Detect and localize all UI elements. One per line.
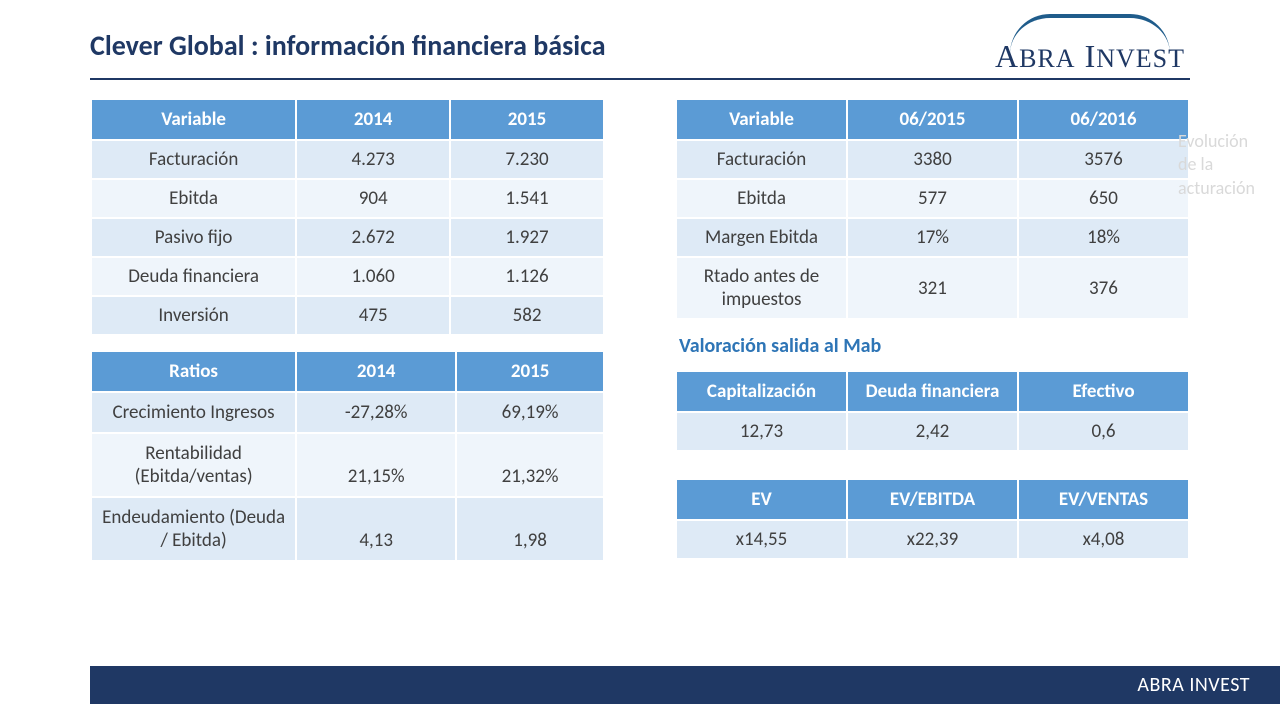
table-variables: Variable 2014 2015 Facturación 4.273 7.2… — [90, 98, 605, 336]
table-row: Inversión 475 582 — [91, 296, 604, 335]
table-row: Rentabilidad (Ebitda/ventas) 21,15% 21,3… — [91, 433, 604, 497]
th-2014: 2014 — [296, 351, 456, 392]
table-halfyear: Variable 06/2015 06/2016 Facturación 338… — [675, 98, 1190, 320]
th-variable: Variable — [676, 99, 847, 140]
page-title: Clever Global : información financiera b… — [90, 28, 606, 63]
table-row: x14,55 x22,39 x4,08 — [676, 520, 1189, 559]
table-row: 12,73 2,42 0,6 — [676, 412, 1189, 451]
table-row: Crecimiento Ingresos -27,28% 69,19% — [91, 392, 604, 433]
th-2015: 2015 — [450, 99, 604, 140]
table-row: Facturación 4.273 7.230 — [91, 140, 604, 179]
table-row: Pasivo fijo 2.672 1.927 — [91, 218, 604, 257]
table-row: Deuda financiera 1.060 1.126 — [91, 257, 604, 296]
th-2014: 2014 — [296, 99, 450, 140]
table-row: Rtado antes de impuestos 321 376 — [676, 257, 1189, 319]
th-ev: EV — [676, 479, 847, 520]
th-efectivo: Efectivo — [1018, 371, 1189, 412]
th-ev-ventas: EV/VENTAS — [1018, 479, 1189, 520]
table-ev: EV EV/EBITDA EV/VENTAS x14,55 x22,39 x4,… — [675, 478, 1190, 560]
th-2015: 2015 — [456, 351, 604, 392]
logo-text: ABRA INVEST — [990, 38, 1190, 75]
table-row: Margen Ebitda 17% 18% — [676, 218, 1189, 257]
th-062015: 06/2015 — [847, 99, 1018, 140]
footer-brand: ABRA INVEST — [1137, 673, 1250, 697]
ghost-watermark: Evolución de la acturación — [1178, 130, 1268, 200]
th-062016: 06/2016 — [1018, 99, 1189, 140]
table-row: Ebitda 577 650 — [676, 179, 1189, 218]
table-row: Facturación 3380 3576 — [676, 140, 1189, 179]
footer-bar: ABRA INVEST — [90, 666, 1280, 704]
table-ratios: Ratios 2014 2015 Crecimiento Ingresos -2… — [90, 350, 605, 562]
th-ratios: Ratios — [91, 351, 296, 392]
logo: ABRA INVEST — [990, 20, 1190, 70]
table-row: Ebitda 904 1.541 — [91, 179, 604, 218]
valuation-section-title: Valoración salida al Mab — [679, 334, 1190, 358]
table-row: Endeudamiento (Deuda / Ebitda) 4,13 1,98 — [91, 497, 604, 561]
table-capitalization: Capitalización Deuda financiera Efectivo… — [675, 370, 1190, 452]
th-ev-ebitda: EV/EBITDA — [847, 479, 1018, 520]
th-deuda: Deuda financiera — [847, 371, 1018, 412]
th-variable: Variable — [91, 99, 296, 140]
th-cap: Capitalización — [676, 371, 847, 412]
